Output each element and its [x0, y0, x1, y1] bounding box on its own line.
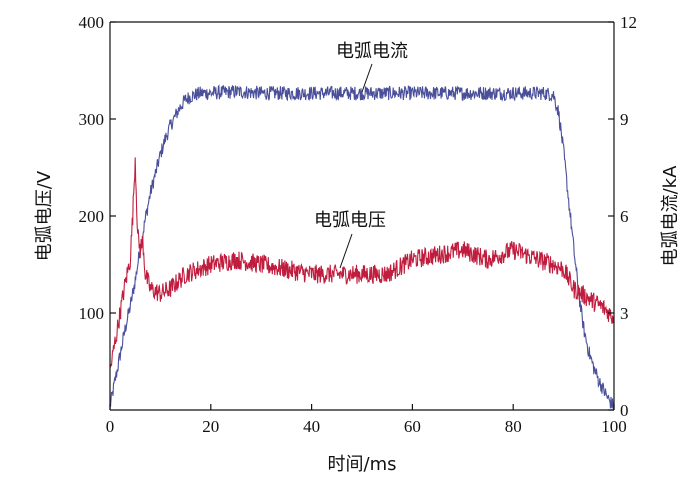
y-right-tick-label: 6 — [620, 207, 629, 226]
y-left-axis-title: 电弧电压/V — [34, 170, 55, 261]
x-tick-label: 0 — [106, 417, 115, 436]
series-layer — [109, 84, 615, 411]
y-right-tick-label: 12 — [620, 13, 637, 32]
x-axis-title: 时间/ms — [328, 454, 397, 475]
x-tick-label: 100 — [601, 417, 627, 436]
x-tick-label: 60 — [404, 417, 421, 436]
ticks-layer: 0 20 40 60 80 100 100 200 300 400 0 3 6 9 12 — [79, 13, 638, 436]
y-right-tick-label: 3 — [620, 304, 629, 323]
current-annotation-leader — [361, 63, 373, 93]
labels-layer: 时间/ms 电弧电压/V 电弧电流/kA 电弧电流 电弧电压 — [34, 41, 681, 475]
y-right-tick-label: 9 — [620, 110, 629, 129]
current-annotation: 电弧电流 — [336, 41, 408, 62]
y-right-axis-title: 电弧电流/kA — [660, 165, 681, 266]
y-left-tick-label: 300 — [79, 110, 105, 129]
y-left-tick-label: 100 — [79, 304, 105, 323]
x-tick-label: 20 — [202, 417, 219, 436]
y-right-tick-label: 0 — [620, 401, 629, 420]
voltage-annotation: 电弧电压 — [314, 210, 386, 231]
current-series-line — [109, 84, 615, 411]
y-left-tick-label: 400 — [79, 13, 105, 32]
x-tick-label: 80 — [505, 417, 522, 436]
y-left-tick-label: 200 — [79, 207, 105, 226]
x-tick-label: 40 — [303, 417, 320, 436]
voltage-annotation-leader — [339, 233, 353, 269]
voltage-series-line — [109, 157, 615, 368]
